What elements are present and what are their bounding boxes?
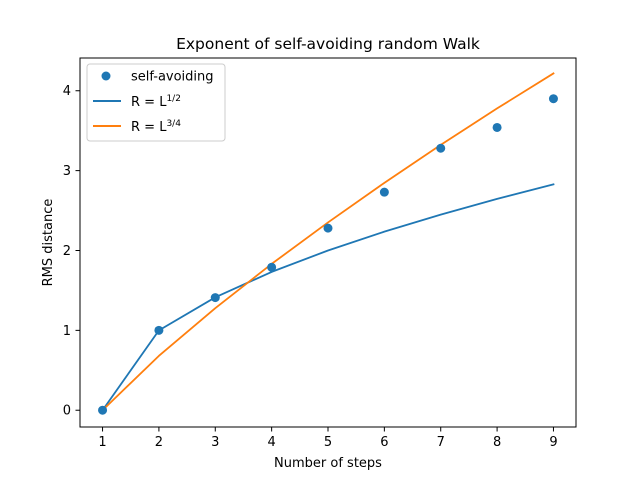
scatter-point (492, 122, 502, 132)
legend-label-sqrt-exponent: 1/2 (166, 94, 180, 104)
y-tick-label: 2 (63, 244, 71, 259)
scatter-point (98, 405, 108, 415)
x-tick-label: 4 (267, 435, 275, 450)
legend-box (86, 63, 226, 142)
axis-ticks: 1 2 3 4 5 6 7 8 9 0 1 2 3 4 (63, 84, 558, 450)
x-tick-label: 2 (155, 435, 163, 450)
scatter-point (267, 262, 277, 272)
scatter-point (323, 223, 333, 233)
x-tick-label: 7 (437, 435, 445, 450)
scatter-point (548, 94, 558, 104)
chart-title: Exponent of self-avoiding random Walk (176, 35, 480, 53)
y-tick-label: 0 (63, 404, 71, 419)
legend-label-three-quarter-exponent: 3/4 (166, 119, 181, 129)
scatter-point (379, 187, 389, 197)
series-line-1 (101, 183, 555, 412)
x-tick-label: 6 (380, 435, 388, 450)
legend-label-three-quarter: R = L3/4 (131, 119, 181, 135)
scatter-point (210, 293, 220, 303)
plot-marks (98, 72, 558, 415)
y-axis-label: RMS distance (41, 199, 56, 287)
x-tick-label: 3 (211, 435, 219, 450)
x-tick-label: 5 (324, 435, 332, 450)
scatter-point (436, 143, 446, 153)
x-axis-label: Number of steps (274, 456, 382, 471)
series-line-2 (101, 72, 555, 412)
x-tick-label: 1 (98, 435, 106, 450)
legend-label-self-avoiding: self-avoiding (131, 70, 214, 85)
x-tick-label: 8 (493, 435, 501, 450)
y-tick-label: 1 (63, 324, 71, 339)
scatter-point (154, 325, 164, 335)
y-tick-label: 3 (63, 164, 71, 179)
legend-label-sqrt-base: R = L (131, 95, 167, 110)
legend-label-three-quarter-base: R = L (131, 120, 167, 135)
legend-marker-self-avoiding (101, 71, 111, 81)
legend: self-avoiding R = L1/2 R = L3/4 (86, 63, 226, 142)
x-tick-label: 9 (549, 435, 557, 450)
legend-label-sqrt: R = L1/2 (131, 94, 181, 110)
y-tick-label: 4 (63, 84, 71, 99)
